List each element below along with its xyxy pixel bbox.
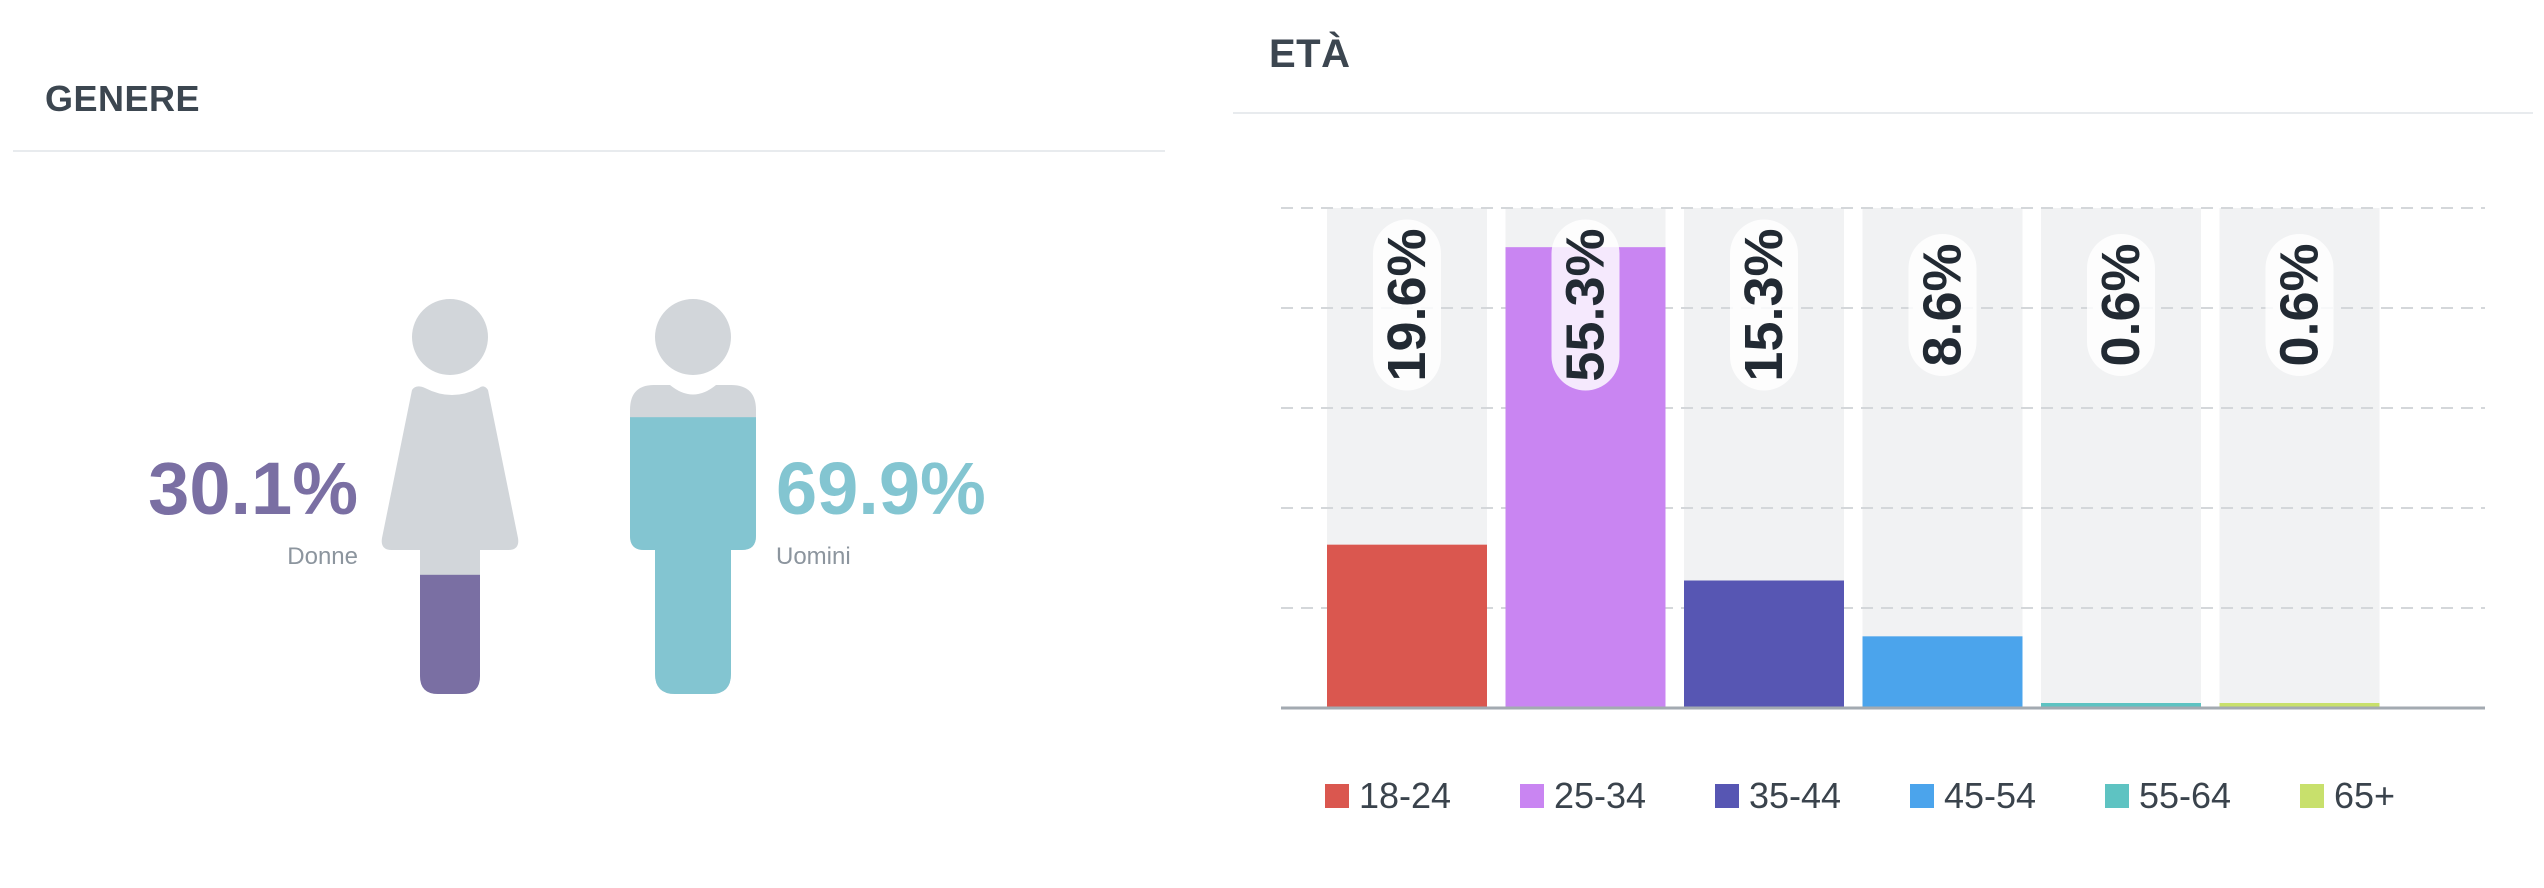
- legend-label-55-64: 55-64: [2139, 775, 2231, 816]
- legend-swatch-35-44: [1715, 784, 1739, 808]
- age-panel: ETÀ 19.6% 55.3% 15.3% 8.6% 0.6% 0.6% 18-24 25-3…: [1233, 0, 2533, 888]
- gender-panel: GENERE 30.1% Donne 69.9% Uomini: [13, 40, 1165, 845]
- men-label: Uomini: [776, 543, 851, 570]
- legend-swatch-55-64: [2105, 784, 2129, 808]
- data-label-pill: [1908, 234, 1977, 376]
- data-label-pill: [2087, 234, 2155, 376]
- data-label-65+: 0.6%: [2270, 243, 2330, 366]
- legend-label-25-34: 25-34: [1554, 775, 1646, 816]
- women-percent: 30.1%: [148, 447, 358, 530]
- legend-swatch-45-54: [1910, 784, 1934, 808]
- legend-swatch-25-34: [1520, 784, 1544, 808]
- data-label-pill: [1730, 219, 1798, 391]
- bar-65+: [2219, 703, 2380, 708]
- woman-fill: [381, 574, 519, 694]
- data-label-18-24: 19.6%: [1377, 228, 1437, 381]
- legend-label-65+: 65+: [2334, 775, 2395, 816]
- age-divider: [1233, 112, 2533, 114]
- legend-swatch-65+: [2300, 784, 2324, 808]
- age-title: ETÀ: [1269, 32, 1351, 76]
- bar-45-54: [1862, 636, 2023, 708]
- woman-figure-icon: [381, 299, 519, 694]
- age-chart: 19.6% 55.3% 15.3% 8.6% 0.6% 0.6% 18-24 25-34 35-…: [1281, 207, 2485, 816]
- legend-swatch-18-24: [1325, 784, 1349, 808]
- data-label-45-54: 8.6%: [1913, 243, 1973, 366]
- gender-figure: 30.1% Donne 69.9% Uomini: [148, 299, 986, 694]
- man-fill: [630, 417, 756, 694]
- bar-18-24: [1327, 544, 1487, 708]
- gender-divider: [13, 150, 1165, 152]
- bar-55-64: [2041, 703, 2201, 708]
- legend-label-18-24: 18-24: [1359, 775, 1451, 816]
- data-label-pill: [2265, 234, 2334, 376]
- data-label-pill: [1551, 219, 1620, 391]
- bar-35-44: [1684, 580, 1844, 708]
- men-percent: 69.9%: [776, 447, 986, 530]
- data-label-pill: [1373, 219, 1441, 391]
- legend-label-35-44: 35-44: [1749, 775, 1841, 816]
- data-label-25-34: 55.3%: [1556, 228, 1616, 381]
- women-label: Donne: [287, 543, 358, 570]
- gender-title: GENERE: [45, 78, 201, 119]
- data-label-35-44: 15.3%: [1734, 228, 1794, 381]
- data-label-55-64: 0.6%: [2091, 243, 2151, 366]
- legend-label-45-54: 45-54: [1944, 775, 2036, 816]
- man-figure-icon: [630, 299, 756, 694]
